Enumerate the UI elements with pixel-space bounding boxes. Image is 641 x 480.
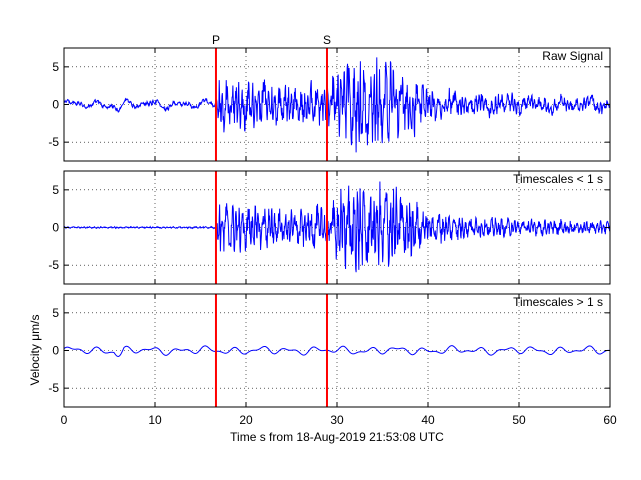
y-tick-label: 5 [52,306,59,320]
phase-marker-label: P [212,33,220,47]
panel-title: Timescales < 1 s [513,172,603,186]
x-tick-label: 50 [512,413,526,427]
x-tick-label: 60 [603,413,617,427]
y-tick-label: 5 [52,60,59,74]
x-tick-label: 20 [239,413,253,427]
y-ticks: -5 0 5 [48,294,611,407]
y-axis-label: Velocity μm/s [28,315,42,386]
panel-short-timescales: -5 0 5 Timescales < 1 s [48,170,611,285]
panel-title: Raw Signal [542,49,603,63]
x-tick-label: 0 [61,413,68,427]
x-tick-label: 30 [330,413,344,427]
panel-raw-signal: -5 0 5 Raw Signal [48,47,611,162]
waveform-trace [63,57,611,153]
phase-markers [214,48,328,161]
x-tick-labels: 0 10 20 30 40 50 60 [61,413,617,427]
y-tick-label: 0 [52,221,59,235]
x-axis-label: Time s from 18-Aug-2019 21:53:08 UTC [230,430,444,444]
y-tick-label: -5 [48,381,59,395]
panel-title: Timescales > 1 s [513,295,603,309]
x-tick-label: 40 [421,413,435,427]
y-tick-label: 5 [52,183,59,197]
y-ticks: -5 0 5 [48,48,611,161]
x-tick-label: 10 [148,413,162,427]
panel-long-timescales: -5 0 5 Timescales > 1 s [48,293,611,408]
phase-markers [214,294,328,407]
waveform-trace [63,345,611,357]
y-tick-label: -5 [48,258,59,272]
waveform-trace [63,181,611,273]
y-ticks: -5 0 5 [48,171,611,284]
phase-markers [214,171,328,284]
y-tick-label: -5 [48,135,59,149]
y-tick-label: 0 [52,98,59,112]
y-tick-label: 0 [52,344,59,358]
phase-marker-label: S [323,33,331,47]
